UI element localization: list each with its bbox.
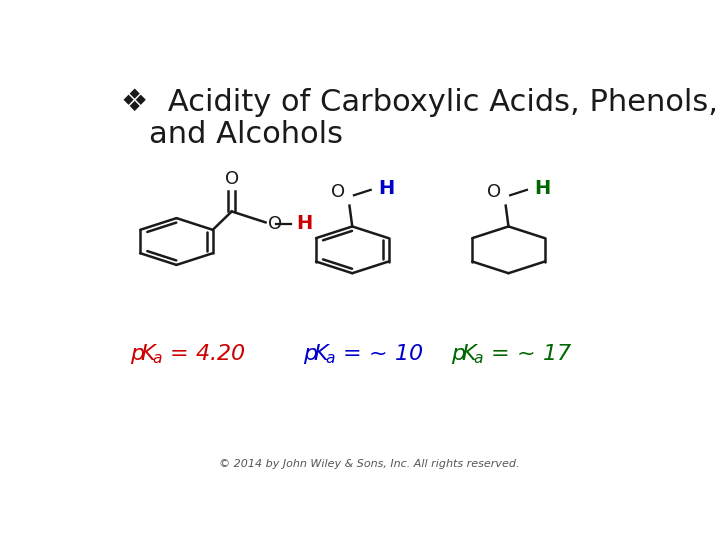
Text: © 2014 by John Wiley & Sons, Inc. All rights reserved.: © 2014 by John Wiley & Sons, Inc. All ri… [219,459,519,469]
Text: H: H [296,214,312,233]
Text: H: H [535,179,551,198]
Text: O: O [487,183,502,201]
Text: $p\!K_{\!a}$ = ~ 10: $p\!K_{\!a}$ = ~ 10 [303,342,423,366]
Text: O: O [225,170,239,188]
Text: and Alcohols: and Alcohols [148,120,343,148]
Text: O: O [269,215,282,233]
Text: O: O [331,183,346,201]
Text: $p\!K_{\!a}$ = ~ 17: $p\!K_{\!a}$ = ~ 17 [451,342,572,366]
Text: ❖  Acidity of Carboxylic Acids, Phenols,: ❖ Acidity of Carboxylic Acids, Phenols, [121,87,718,117]
Text: $p\!K_{\!a}$ = 4.20: $p\!K_{\!a}$ = 4.20 [130,342,246,366]
Text: H: H [379,179,395,198]
